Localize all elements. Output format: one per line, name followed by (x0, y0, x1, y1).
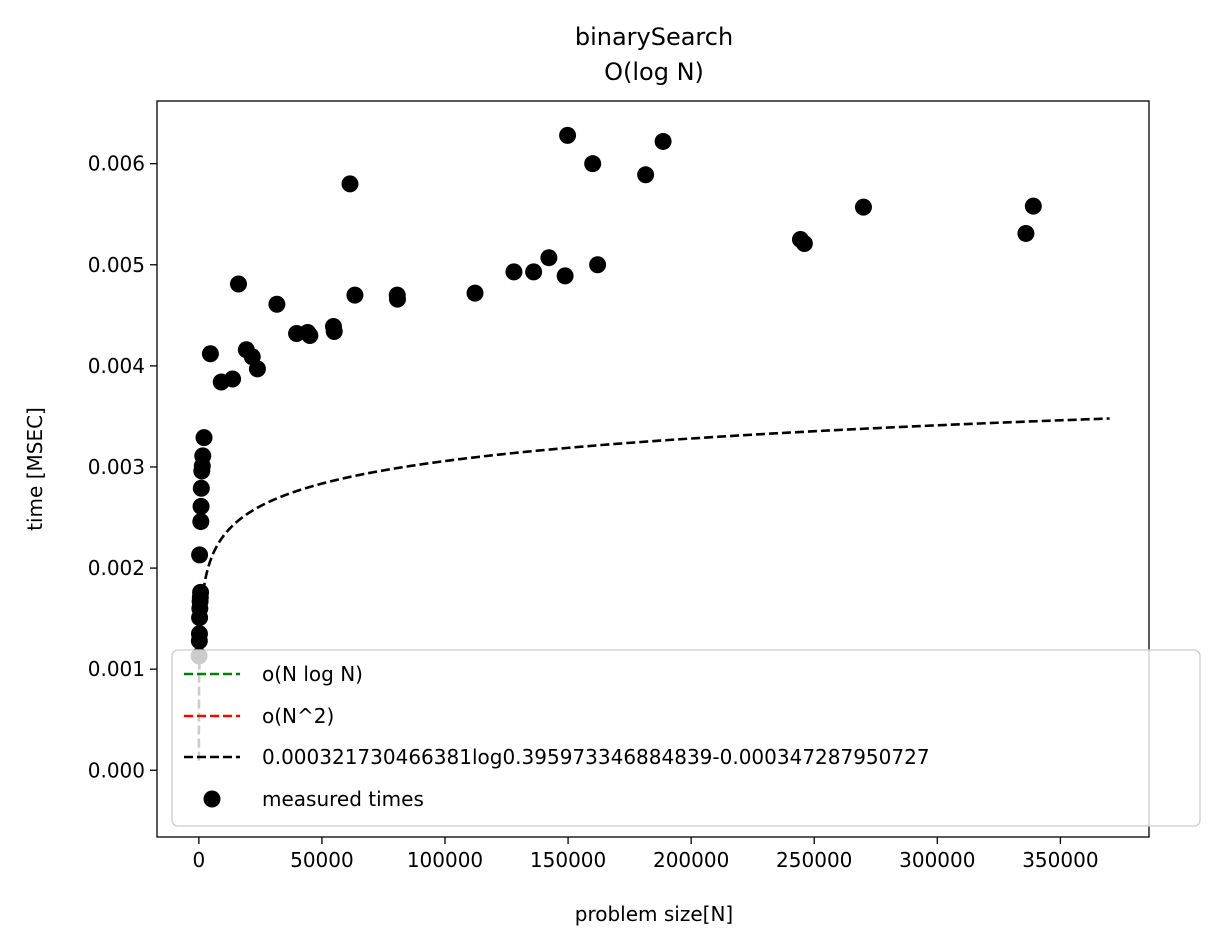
legend-label: o(N^2) (262, 704, 334, 728)
y-axis-label: time [MSEC] (23, 407, 47, 531)
legend-label: measured times (262, 787, 424, 811)
y-tick-label: 0.005 (88, 253, 145, 277)
data-point (325, 323, 343, 341)
y-tick-label: 0.006 (88, 152, 145, 176)
data-point (540, 249, 558, 267)
x-axis: 0 50000 100000 150000 200000 250000 300000 3500… (192, 837, 1099, 872)
data-point (195, 429, 213, 447)
legend-label: 0.000321730466381log0.395973346884839-0.… (262, 745, 930, 769)
x-tick-label: 200000 (653, 848, 729, 872)
data-point (654, 132, 672, 150)
data-point (194, 447, 212, 465)
data-point (795, 235, 813, 253)
data-point (341, 175, 359, 193)
legend-box (171, 649, 1201, 827)
x-tick-label: 0 (192, 848, 205, 872)
data-point (268, 295, 286, 313)
data-point (637, 166, 655, 184)
data-point (466, 284, 484, 302)
legend-label: o(N log N) (262, 662, 363, 686)
data-point (301, 327, 319, 345)
data-point (589, 256, 607, 274)
data-point (584, 155, 602, 173)
x-tick-label: 150000 (530, 848, 606, 872)
y-tick-label: 0.003 (88, 455, 145, 479)
data-point (388, 290, 406, 308)
data-point (556, 267, 574, 285)
x-tick-label: 350000 (1022, 848, 1098, 872)
x-tick-label: 100000 (407, 848, 483, 872)
data-point (192, 583, 210, 601)
data-point (224, 370, 242, 388)
y-tick-label: 0.001 (88, 657, 145, 681)
plot-frame (156, 100, 1150, 838)
legend: o(N log N) o(N^2) 0.000321730466381log0.39… (171, 649, 1201, 827)
x-tick-label: 300000 (899, 848, 975, 872)
data-point (192, 513, 210, 531)
data-point (192, 497, 210, 515)
legend-marker-swatch (203, 790, 221, 808)
data-point (1017, 224, 1035, 242)
data-point (201, 345, 219, 363)
x-tick-label: 250000 (776, 848, 852, 872)
chart-title: binarySearch (575, 23, 733, 51)
data-point (1024, 197, 1042, 215)
data-point (229, 275, 247, 293)
y-tick-label: 0.000 (88, 758, 145, 782)
chart-subtitle: O(log N) (604, 58, 704, 86)
data-point (192, 479, 210, 497)
data-point (191, 546, 209, 564)
data-point (346, 286, 364, 304)
data-point (190, 625, 208, 643)
data-point (525, 263, 543, 281)
data-point (505, 263, 523, 281)
y-tick-label: 0.004 (88, 354, 145, 378)
y-axis: 0.000 0.001 0.002 0.003 0.004 0.005 0.006 (88, 152, 157, 782)
data-point (248, 360, 266, 378)
data-point (559, 126, 577, 144)
y-tick-label: 0.002 (88, 556, 145, 580)
x-tick-label: 50000 (290, 848, 354, 872)
x-axis-label: problem size[N] (575, 902, 733, 926)
data-point (854, 198, 872, 216)
